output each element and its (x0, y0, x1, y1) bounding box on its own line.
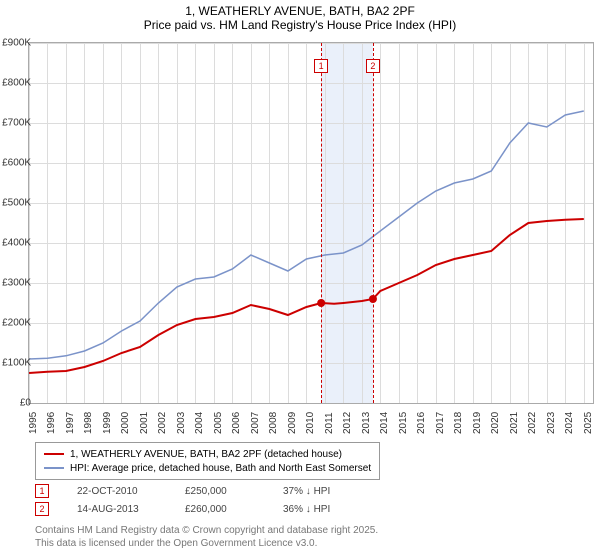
legend-label-red: 1, WEATHERLY AVENUE, BATH, BA2 2PF (deta… (70, 449, 342, 460)
x-tick-label: 1995 (28, 412, 39, 434)
x-tick-label: 1998 (83, 412, 94, 434)
legend-swatch-red (44, 453, 64, 455)
chart-container: 1, WEATHERLY AVENUE, BATH, BA2 2PF Price… (0, 0, 600, 560)
x-tick-label: 2016 (416, 412, 427, 434)
x-tick-label: 2004 (194, 412, 205, 434)
chart-titles: 1, WEATHERLY AVENUE, BATH, BA2 2PF Price… (0, 0, 600, 32)
x-tick-label: 2002 (157, 412, 168, 434)
x-tick-label: 2021 (509, 412, 520, 434)
y-tick-label: £900K (2, 38, 31, 49)
footer-attribution: Contains HM Land Registry data © Crown c… (35, 524, 378, 550)
x-tick-label: 2015 (398, 412, 409, 434)
x-tick-label: 2003 (176, 412, 187, 434)
transaction-table: 1 22-OCT-2010 £250,000 37% ↓ HPI 2 14-AU… (35, 482, 330, 518)
x-tick-label: 2012 (342, 412, 353, 434)
row-index-box: 2 (35, 502, 49, 516)
y-tick-label: £400K (2, 238, 31, 249)
x-tick-label: 2009 (287, 412, 298, 434)
row-date: 22-OCT-2010 (77, 486, 157, 497)
legend-label-blue: HPI: Average price, detached house, Bath… (70, 463, 371, 474)
footer-line2: This data is licensed under the Open Gov… (35, 537, 378, 550)
footer-line1: Contains HM Land Registry data © Crown c… (35, 524, 378, 537)
x-tick-label: 2022 (527, 412, 538, 434)
x-tick-label: 2014 (379, 412, 390, 434)
x-tick-label: 2005 (213, 412, 224, 434)
x-axis-ticks: 1995 1996 1997 1998 1999 2000 2001 2002 2003 2004… (28, 404, 592, 444)
x-tick-label: 2013 (361, 412, 372, 434)
x-tick-label: 2018 (453, 412, 464, 434)
y-tick-label: £600K (2, 158, 31, 169)
x-tick-label: 2007 (250, 412, 261, 434)
chart-plot-area: £0£100K£200K£300K£400K£500K£600K£700K£80… (28, 42, 594, 404)
x-tick-label: 2010 (305, 412, 316, 434)
marker-index-box: 2 (366, 59, 380, 73)
y-tick-label: £700K (2, 118, 31, 129)
chart-svg (29, 43, 593, 403)
y-tick-label: £800K (2, 78, 31, 89)
table-row: 1 22-OCT-2010 £250,000 37% ↓ HPI (35, 482, 330, 500)
row-pct: 37% ↓ HPI (283, 486, 330, 497)
row-price: £250,000 (185, 486, 255, 497)
table-row: 2 14-AUG-2013 £260,000 36% ↓ HPI (35, 500, 330, 518)
x-tick-label: 2000 (120, 412, 131, 434)
x-tick-label: 2017 (435, 412, 446, 434)
marker-index-box: 1 (314, 59, 328, 73)
x-tick-label: 2020 (490, 412, 501, 434)
title-address: 1, WEATHERLY AVENUE, BATH, BA2 2PF (0, 4, 600, 18)
row-index-box: 1 (35, 484, 49, 498)
x-tick-label: 2025 (583, 412, 594, 434)
x-tick-label: 2019 (472, 412, 483, 434)
x-tick-label: 2023 (546, 412, 557, 434)
row-pct: 36% ↓ HPI (283, 504, 330, 515)
row-date: 14-AUG-2013 (77, 504, 157, 515)
row-price: £260,000 (185, 504, 255, 515)
chart-legend: 1, WEATHERLY AVENUE, BATH, BA2 2PF (deta… (35, 442, 380, 480)
y-tick-label: £100K (2, 358, 31, 369)
legend-row-red: 1, WEATHERLY AVENUE, BATH, BA2 2PF (deta… (44, 447, 371, 461)
x-tick-label: 2008 (268, 412, 279, 434)
legend-swatch-blue (44, 467, 64, 469)
title-subtitle: Price paid vs. HM Land Registry's House … (0, 18, 600, 32)
y-tick-label: £500K (2, 198, 31, 209)
y-tick-label: £300K (2, 278, 31, 289)
x-tick-label: 1999 (102, 412, 113, 434)
y-tick-label: £200K (2, 318, 31, 329)
x-tick-label: 2011 (324, 412, 335, 434)
x-tick-label: 2006 (231, 412, 242, 434)
x-tick-label: 2024 (564, 412, 575, 434)
legend-row-blue: HPI: Average price, detached house, Bath… (44, 461, 371, 475)
x-tick-label: 1997 (65, 412, 76, 434)
x-tick-label: 1996 (46, 412, 57, 434)
x-tick-label: 2001 (139, 412, 150, 434)
